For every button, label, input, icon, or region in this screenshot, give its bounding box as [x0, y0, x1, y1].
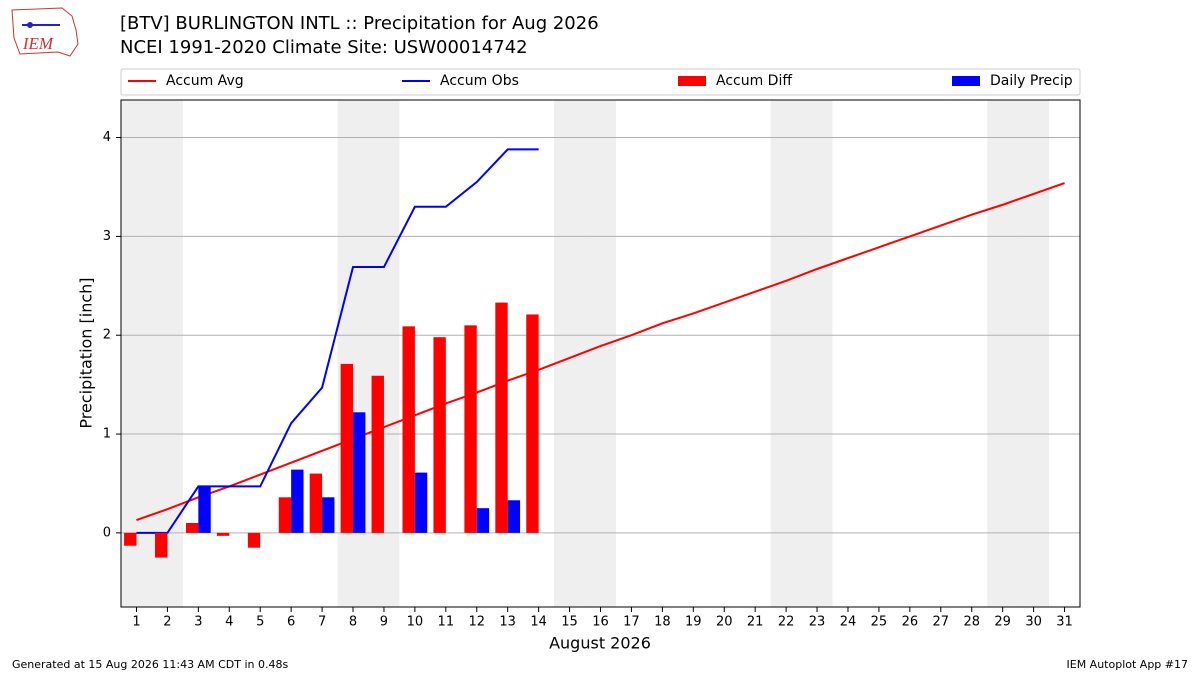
y-tick-label: 4 [103, 130, 111, 145]
bar [198, 486, 211, 533]
x-tick-label: 6 [287, 615, 295, 630]
weekend-shade [121, 100, 152, 607]
bar [322, 497, 335, 533]
x-tick-label: 21 [747, 615, 764, 630]
y-tick-label: 2 [103, 328, 111, 343]
bar [402, 326, 415, 533]
logo: IEM [11, 7, 79, 57]
chart-subtitle: NCEI 1991-2020 Climate Site: USW00014742 [120, 37, 528, 58]
x-tick-label: 9 [380, 615, 388, 630]
weekend-shade [585, 100, 616, 607]
legend-label: Accum Obs [440, 73, 519, 89]
x-tick-label: 18 [654, 615, 671, 630]
chart-title: [BTV] BURLINGTON INTL :: Precipitation f… [120, 13, 599, 34]
legend-label: Accum Avg [166, 73, 244, 89]
y-axis-label: Precipitation [inch] [77, 277, 96, 428]
bar [464, 325, 477, 533]
x-tick-label: 25 [871, 615, 888, 630]
x-tick-label: 4 [225, 615, 233, 630]
y-tick-label: 0 [103, 525, 111, 540]
x-tick-label: 30 [1025, 615, 1042, 630]
x-tick-label: 24 [840, 615, 857, 630]
x-axis-label: August 2026 [549, 634, 651, 653]
bar [216, 532, 230, 536]
bar [507, 500, 521, 533]
x-tick-label: 15 [561, 615, 578, 630]
x-tick-label: 8 [349, 615, 357, 630]
x-tick-label: 7 [318, 615, 326, 630]
bar [476, 508, 490, 533]
bar [495, 302, 508, 533]
x-tick-label: 11 [438, 615, 455, 630]
bar [433, 337, 446, 533]
x-tick-label: 26 [902, 615, 919, 630]
x-tick-label: 12 [468, 615, 485, 630]
x-tick-label: 16 [592, 615, 609, 630]
x-tick-label: 13 [499, 615, 516, 630]
plot-frame [120, 99, 1081, 608]
x-tick-label: 19 [685, 615, 702, 630]
line [136, 182, 1065, 521]
x-tick-label: 10 [407, 615, 424, 630]
bar [155, 532, 168, 558]
y-tick-label: 3 [103, 229, 111, 244]
bar [526, 314, 539, 533]
x-tick-label: 20 [716, 615, 733, 630]
weekend-shade [801, 100, 833, 607]
bar [278, 497, 292, 533]
legend-swatch [952, 76, 980, 86]
bar [291, 469, 304, 533]
footer-left: Generated at 15 Aug 2026 11:43 AM CDT in… [12, 658, 288, 671]
bar [340, 363, 354, 533]
logo-text: IEM [22, 34, 54, 53]
x-tick-label: 3 [194, 615, 202, 630]
weekend-shade [151, 100, 183, 607]
bar [247, 532, 261, 548]
x-tick-label: 28 [963, 615, 980, 630]
bar [309, 473, 323, 533]
footer-right: IEM Autoplot App #17 [1067, 658, 1189, 671]
x-tick-label: 27 [933, 615, 950, 630]
plot [121, 100, 1080, 607]
x-tick-label: 14 [530, 615, 547, 630]
x-tick-label: 17 [623, 615, 640, 630]
x-tick-label: 22 [778, 615, 795, 630]
y-tick-label: 1 [103, 427, 111, 442]
weekend-shade [987, 100, 1019, 607]
bar [124, 532, 137, 546]
legend-swatch [678, 76, 706, 86]
x-tick-label: 5 [256, 615, 264, 630]
legend-label: Accum Diff [716, 73, 792, 89]
x-tick-label: 2 [163, 615, 171, 630]
weekend-shade [1018, 100, 1050, 607]
x-tick-label: 1 [132, 615, 140, 630]
x-tick-label: 23 [809, 615, 826, 630]
weekend-shade [770, 100, 802, 607]
bar [185, 522, 199, 533]
bar [353, 412, 366, 533]
bar [414, 472, 428, 533]
x-tick-label: 29 [994, 615, 1011, 630]
bar [371, 375, 384, 533]
x-tick-label: 31 [1056, 615, 1073, 630]
legend-label: Daily Precip [990, 73, 1073, 89]
legend-frame [120, 68, 1081, 96]
